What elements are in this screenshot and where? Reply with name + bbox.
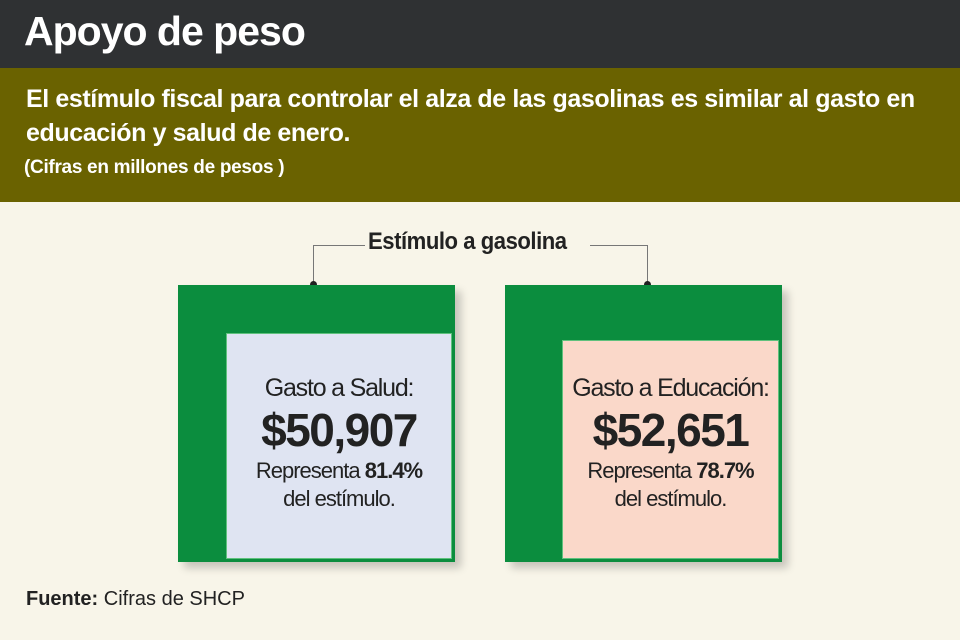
stimulus-box-educacion: Gasto a Educación: $52,651 Representa 78… — [505, 285, 782, 562]
educacion-suffix: del estímulo. — [614, 486, 728, 511]
bracket-line-right-v — [647, 245, 648, 285]
educacion-percent: 78.7% — [696, 458, 754, 483]
bracket-dot-right — [644, 281, 651, 288]
salud-share: Representa 81.4% — [227, 457, 451, 485]
page-title: Apoyo de peso — [24, 8, 306, 54]
stimulus-box-salud: Gasto a Salud: $50,907 Representa 81.4% … — [178, 285, 455, 562]
subtitle: El estímulo fiscal para controlar el alz… — [26, 85, 915, 147]
educacion-amount: $52,651 — [592, 404, 750, 456]
subtitle-band: El estímulo fiscal para controlar el alz… — [0, 68, 960, 202]
salud-suffix: del estímulo. — [283, 486, 396, 511]
educacion-share: Representa 78.7% — [563, 457, 778, 485]
stimulus-label: Estímulo a gasolina — [368, 228, 567, 255]
share-prefix: Representa — [587, 458, 692, 483]
source-label: Fuente: — [26, 588, 99, 610]
source-line: Fuente: Cifras de SHCP — [26, 588, 245, 611]
share-prefix: Representa — [255, 458, 361, 483]
units-note: (Cifras en millones de pesos ) — [24, 157, 285, 178]
bracket-dot-left — [310, 281, 317, 288]
bracket-line-right-h — [590, 245, 648, 246]
educacion-label: Gasto a Educación: — [572, 374, 770, 402]
bracket-line-left-v — [313, 245, 314, 285]
educacion-box: Gasto a Educación: $52,651 Representa 78… — [562, 340, 779, 559]
salud-amount: $50,907 — [261, 404, 418, 456]
salud-box: Gasto a Salud: $50,907 Representa 81.4% … — [226, 333, 452, 559]
salud-percent: 81.4% — [364, 458, 423, 483]
bracket-line-left-h — [313, 245, 365, 246]
header-bar: Apoyo de peso — [0, 0, 960, 68]
source-text: Cifras de SHCP — [103, 588, 245, 610]
salud-label: Gasto a Salud: — [264, 374, 415, 402]
